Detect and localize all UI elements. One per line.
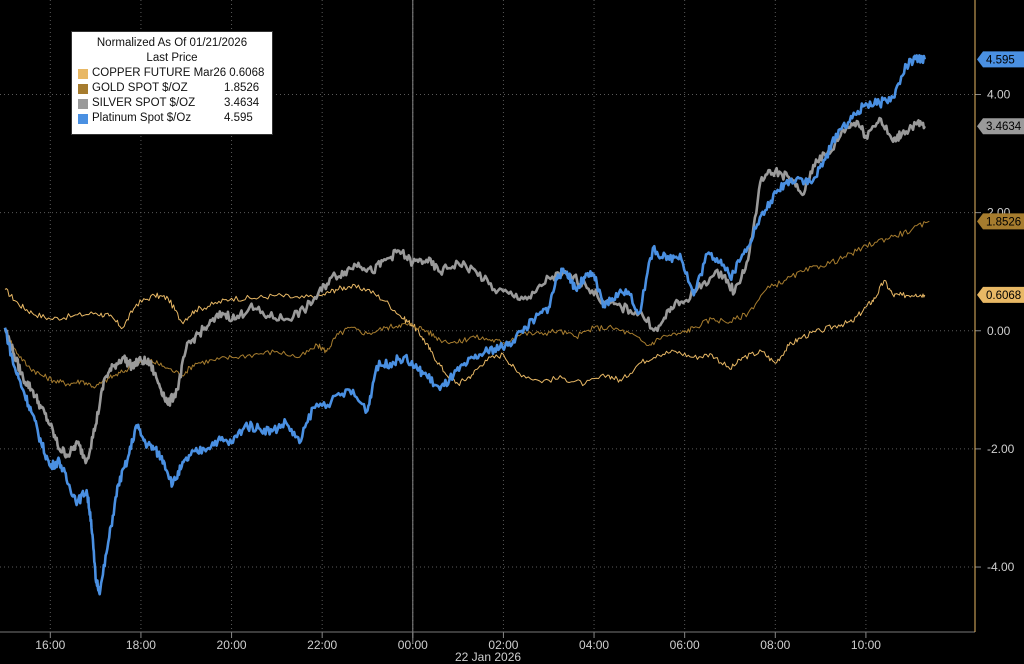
x-tick-label: 08:00 bbox=[760, 638, 790, 652]
legend-series-name: GOLD SPOT $/OZ bbox=[92, 82, 188, 94]
x-tick-label: 22:00 bbox=[307, 638, 337, 652]
legend-swatch bbox=[78, 83, 88, 94]
y-tick-label: -4.00 bbox=[987, 560, 1015, 574]
chart-gridlines bbox=[0, 0, 975, 642]
legend-series-value: 0.6068 bbox=[229, 67, 265, 79]
series-line-platinum-spot-oz bbox=[3, 54, 927, 596]
end-label-gold-spot-oz: 1.8526 bbox=[977, 213, 1024, 230]
y-tick-label: 0.00 bbox=[987, 324, 1011, 338]
end-labels: 0.6068 1.8526 3.4634 4.595 bbox=[977, 51, 1024, 303]
x-tick-label: 20:00 bbox=[217, 638, 247, 652]
series-line-copper-future-mar26 bbox=[4, 279, 926, 387]
legend-rows: COPPER FUTURE Mar26 0.6068 GOLD SPOT $/OZ 1… bbox=[78, 66, 266, 126]
legend-subheader: Last Price bbox=[146, 52, 198, 64]
legend-series-name: Platinum Spot $/Oz bbox=[92, 112, 192, 124]
legend-series-value: 4.595 bbox=[224, 112, 253, 124]
chart-legend: Normalized As Of 01/21/2026 Last Price C… bbox=[71, 31, 273, 135]
x-tick-label: 06:00 bbox=[670, 638, 700, 652]
end-label-value: 3.4634 bbox=[986, 121, 1022, 133]
x-tick-label: 04:00 bbox=[579, 638, 609, 652]
date-label: 22 Jan 2026 bbox=[455, 650, 522, 664]
legend-header: Normalized As Of 01/21/2026 bbox=[96, 37, 248, 49]
series-line-silver-spot-oz bbox=[3, 116, 926, 465]
legend-entry-copper-future-mar26: COPPER FUTURE Mar26 0.6068 bbox=[78, 66, 266, 81]
legend-swatch bbox=[78, 98, 88, 109]
legend-series-name: SILVER SPOT $/OZ bbox=[92, 97, 196, 109]
x-tick-label: 00:00 bbox=[398, 638, 428, 652]
legend-series-value: 1.8526 bbox=[224, 82, 260, 94]
x-tick-label: 02:00 bbox=[488, 638, 518, 652]
y-axis: 4.002.000.00-2.00-4.00 bbox=[974, 0, 1015, 632]
legend-entry-silver-spot-oz: SILVER SPOT $/OZ 3.4634 bbox=[78, 96, 266, 111]
legend-swatch bbox=[78, 113, 88, 124]
x-axis: 16:00 18:00 20:00 22:00 00:00 02:00 04:00 06:00… bbox=[0, 631, 975, 652]
end-label-value: 1.8526 bbox=[986, 216, 1021, 228]
end-label-value: 4.595 bbox=[986, 54, 1015, 66]
end-label-copper-future-mar26: 0.6068 bbox=[977, 286, 1024, 303]
legend-series-name: COPPER FUTURE Mar26 bbox=[92, 67, 227, 79]
x-tick-label: 16:00 bbox=[35, 638, 65, 652]
series-lines bbox=[3, 54, 930, 596]
legend-entry-platinum-spot-oz: Platinum Spot $/Oz 4.595 bbox=[78, 111, 266, 126]
legend-entry-gold-spot-oz: GOLD SPOT $/OZ 1.8526 bbox=[78, 81, 266, 96]
y-tick-label: 4.00 bbox=[987, 88, 1011, 102]
end-label-tag bbox=[977, 118, 1024, 135]
end-label-silver-spot-oz: 3.4634 bbox=[977, 118, 1024, 135]
end-label-platinum-spot-oz: 4.595 bbox=[977, 51, 1024, 68]
y-tick-label: -2.00 bbox=[987, 442, 1015, 456]
legend-series-value: 3.4634 bbox=[224, 97, 260, 109]
end-label-value: 0.6068 bbox=[986, 290, 1021, 302]
end-label-tag bbox=[977, 51, 1024, 68]
end-label-tag bbox=[977, 213, 1024, 230]
end-label-tag bbox=[977, 286, 1024, 303]
legend-swatch bbox=[78, 68, 88, 79]
x-tick-label: 10:00 bbox=[851, 638, 881, 652]
x-tick-label: 18:00 bbox=[126, 638, 156, 652]
